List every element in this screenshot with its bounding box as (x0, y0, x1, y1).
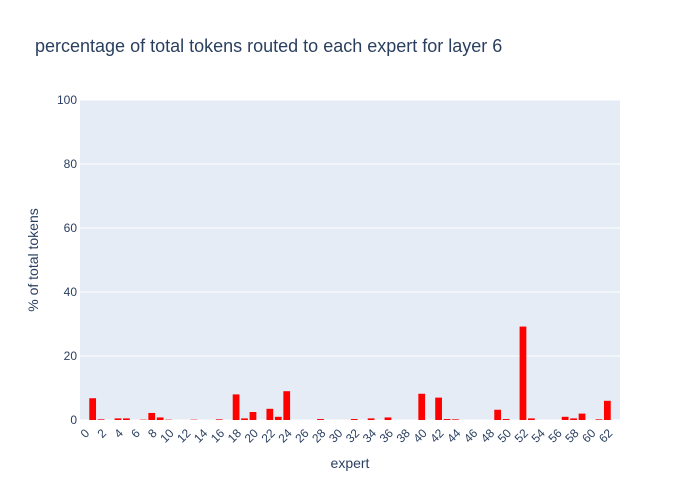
bar-expert-23 (274, 416, 282, 420)
bar-expert-59 (578, 413, 586, 420)
y-tick-label: 80 (64, 157, 78, 171)
bar-expert-2 (97, 419, 105, 420)
bar-expert-20 (249, 412, 257, 420)
bar-expert-19 (241, 418, 248, 420)
bar-expert-57 (561, 416, 569, 420)
y-axis-ticks: 0 20 40 60 80 100 (57, 93, 77, 427)
bar-expert-22 (266, 408, 274, 420)
bar-expert-42 (435, 397, 442, 420)
y-tick-label: 20 (64, 349, 78, 363)
x-tick-label: 4 (111, 426, 126, 441)
plot-area (80, 100, 620, 420)
x-tick-label: 0 (78, 426, 93, 441)
bar-expert-8 (148, 412, 156, 420)
x-tick-label: 8 (145, 426, 160, 441)
bars (89, 326, 611, 420)
x-axis-label: expert (331, 455, 370, 471)
bar-expert-61 (595, 419, 603, 420)
y-tick-label: 0 (70, 413, 77, 427)
bar-expert-5 (123, 418, 130, 420)
bar-expert-4 (114, 418, 122, 420)
x-tick-label: 62 (596, 426, 616, 446)
x-tick-label: 2 (95, 426, 110, 441)
bar-expert-28 (317, 419, 324, 420)
x-axis-ticks: 0 2 4 6 810121416182022242628303234363840424… (78, 426, 616, 446)
x-tick-label: 6 (128, 426, 143, 441)
bar-expert-44 (452, 419, 459, 420)
bar-expert-50 (502, 419, 510, 420)
bar-expert-43 (443, 419, 451, 420)
bar-expert-1 (89, 398, 97, 420)
bar-expert-9 (156, 417, 164, 420)
bar-expert-34 (367, 418, 375, 420)
bar-expert-16 (215, 419, 223, 420)
bar-expert-24 (283, 391, 291, 420)
bar-expert-62 (603, 400, 611, 420)
bar-expert-32 (350, 419, 358, 420)
bar-expert-49 (494, 409, 502, 420)
y-axis-label: % of total tokens (25, 208, 41, 312)
y-tick-label: 100 (57, 93, 77, 107)
bar-expert-40 (418, 393, 426, 420)
y-tick-label: 40 (64, 285, 78, 299)
y-tick-label: 60 (64, 221, 78, 235)
bar-expert-58 (570, 418, 577, 420)
bar-expert-52 (519, 326, 527, 420)
bar-expert-53 (528, 418, 535, 420)
bar-expert-36 (384, 417, 392, 420)
bar-expert-18 (232, 394, 240, 420)
chart-title: percentage of total tokens routed to eac… (35, 36, 502, 56)
